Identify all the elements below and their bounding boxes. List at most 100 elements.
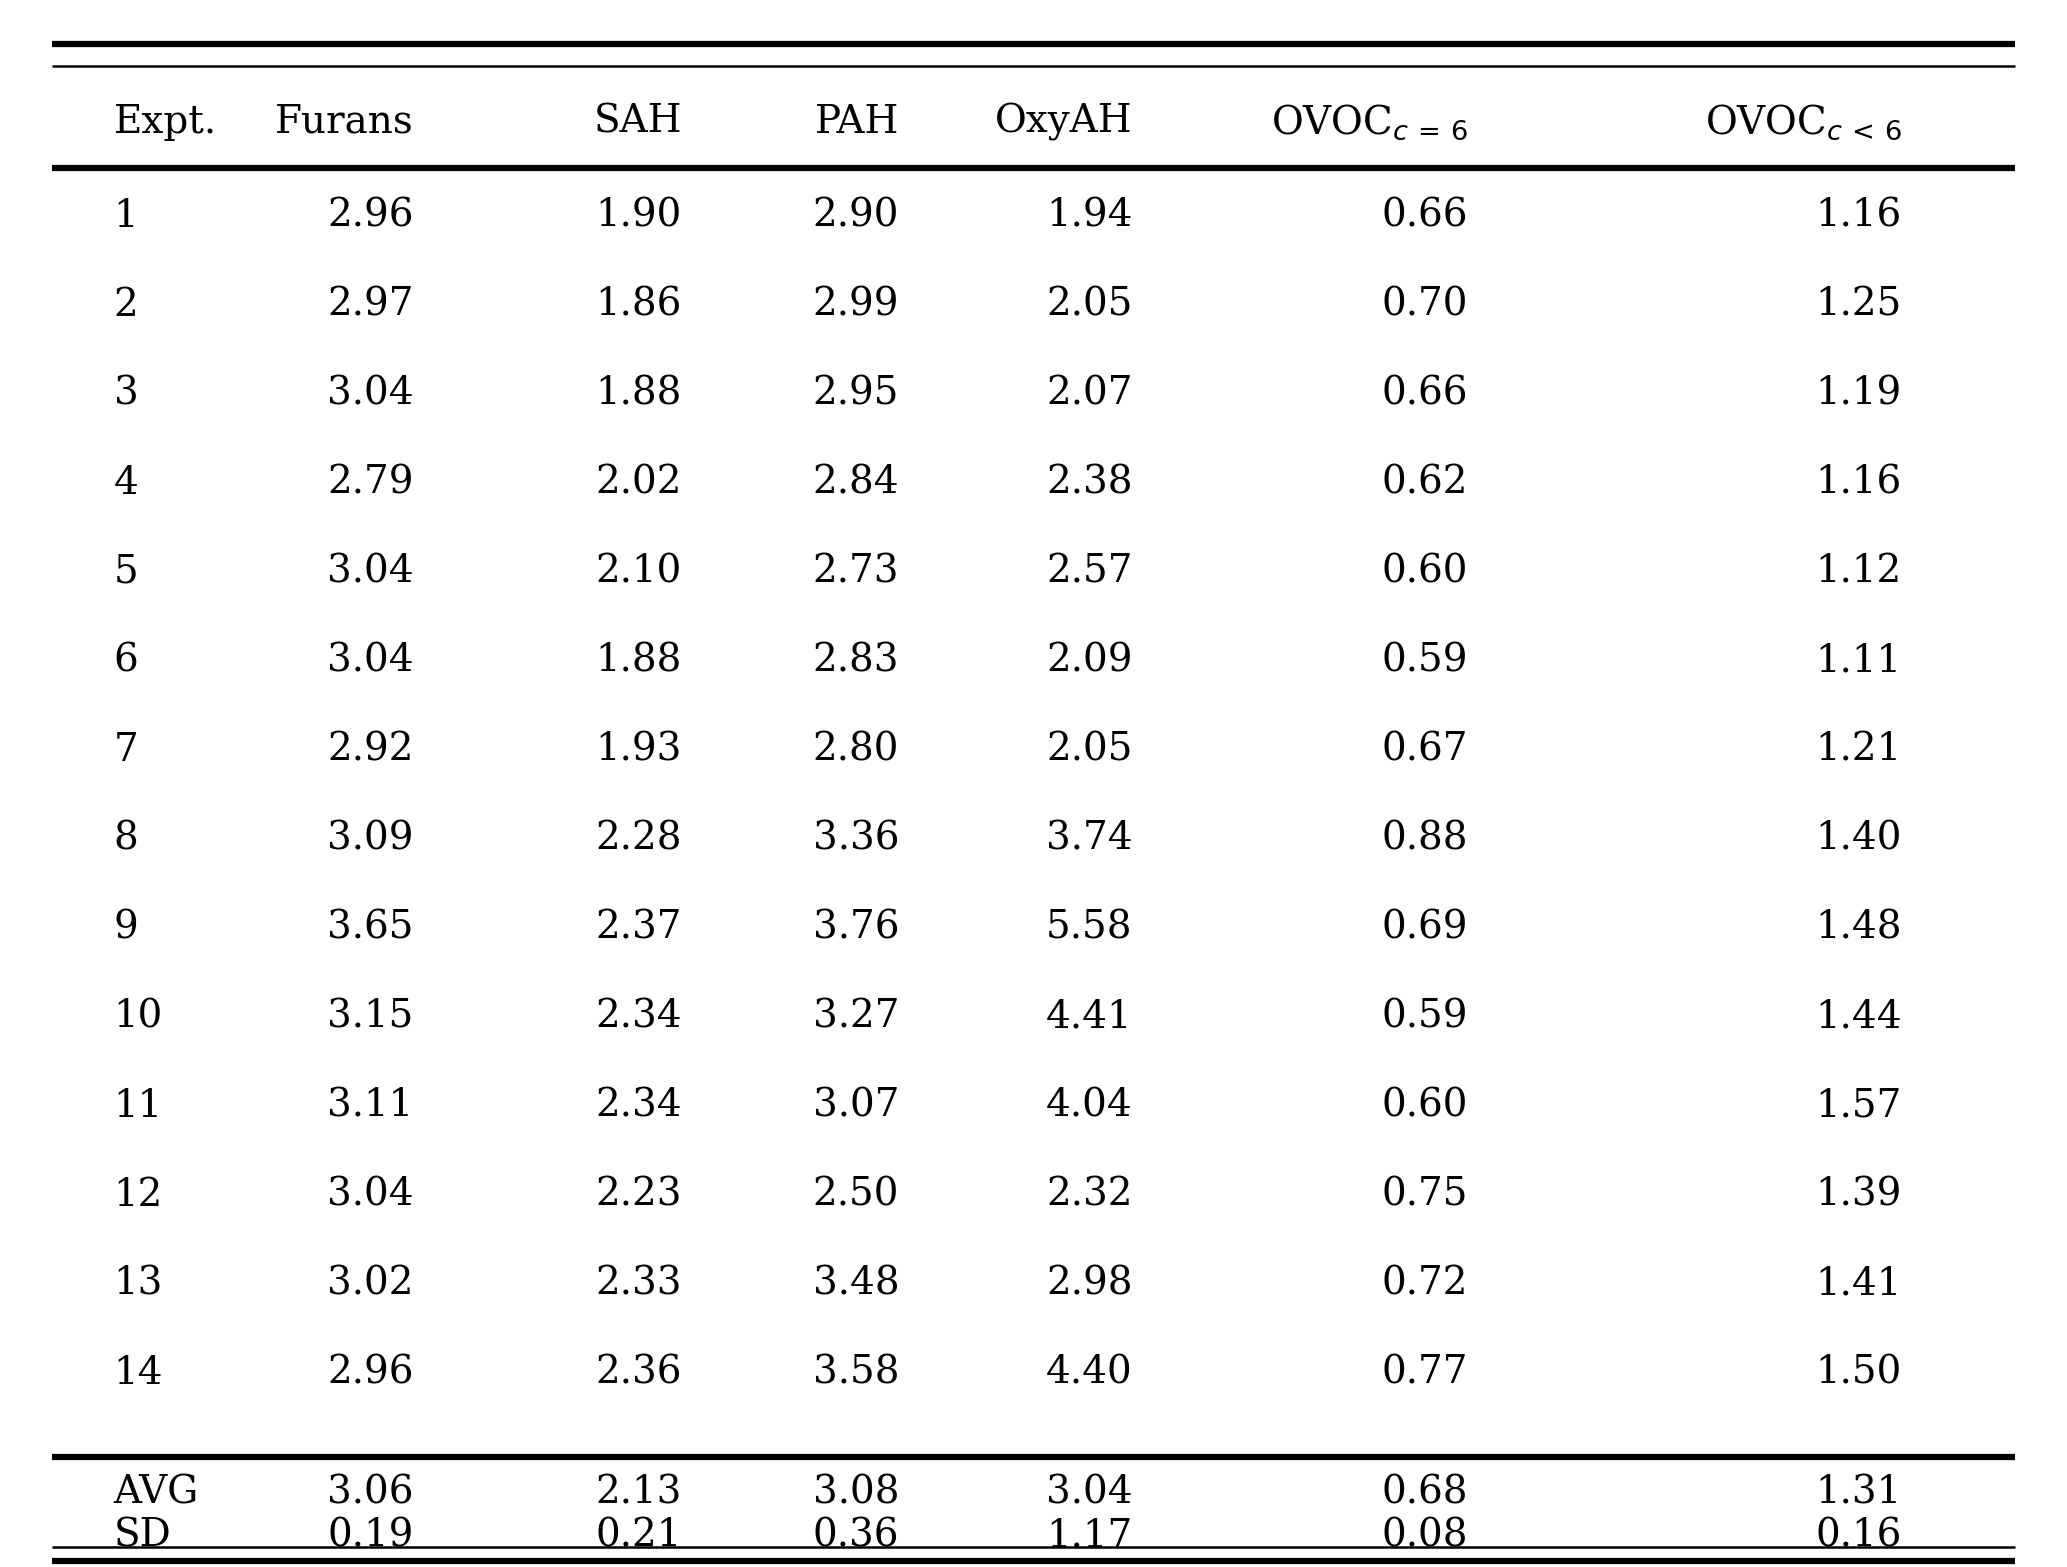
Text: 2.38: 2.38 — [1046, 465, 1133, 501]
Text: 1.88: 1.88 — [595, 376, 682, 412]
Text: 14: 14 — [114, 1355, 163, 1391]
Text: 1.16: 1.16 — [1815, 465, 1902, 501]
Text: 0.59: 0.59 — [1381, 642, 1468, 680]
Text: 2.13: 2.13 — [595, 1475, 682, 1512]
Text: 2.73: 2.73 — [812, 553, 899, 591]
Text: 0.68: 0.68 — [1381, 1475, 1468, 1512]
Text: 2.83: 2.83 — [812, 642, 899, 680]
Text: Furans: Furans — [275, 103, 413, 141]
Text: 1.90: 1.90 — [595, 197, 682, 235]
Text: 2.99: 2.99 — [812, 287, 899, 324]
Text: 0.60: 0.60 — [1381, 1087, 1468, 1125]
Text: 0.21: 0.21 — [595, 1517, 682, 1554]
Text: 1.40: 1.40 — [1815, 821, 1902, 857]
Text: 0.72: 0.72 — [1381, 1266, 1468, 1302]
Text: 0.77: 0.77 — [1381, 1355, 1468, 1391]
Text: 2.34: 2.34 — [595, 1087, 682, 1125]
Text: 4.04: 4.04 — [1046, 1087, 1133, 1125]
Text: 1.39: 1.39 — [1815, 1177, 1902, 1214]
Text: 3.08: 3.08 — [812, 1475, 899, 1512]
Text: 6: 6 — [114, 642, 138, 680]
Text: 3.36: 3.36 — [812, 821, 899, 857]
Text: 7: 7 — [114, 732, 138, 769]
Text: 0.66: 0.66 — [1381, 197, 1468, 235]
Text: 0.19: 0.19 — [327, 1517, 413, 1554]
Text: 4.41: 4.41 — [1046, 998, 1133, 1036]
Text: 0.67: 0.67 — [1381, 732, 1468, 769]
Text: SD: SD — [114, 1517, 172, 1554]
Text: 1.25: 1.25 — [1815, 287, 1902, 324]
Text: 9: 9 — [114, 910, 138, 946]
Text: 1.19: 1.19 — [1815, 376, 1902, 412]
Text: 12: 12 — [114, 1177, 163, 1214]
Text: 0.16: 0.16 — [1815, 1517, 1902, 1554]
Text: 1.41: 1.41 — [1815, 1266, 1902, 1302]
Text: 2.96: 2.96 — [327, 197, 413, 235]
Text: 2.33: 2.33 — [595, 1266, 682, 1302]
Text: AVG: AVG — [114, 1475, 198, 1512]
Text: 1.86: 1.86 — [595, 287, 682, 324]
Text: 11: 11 — [114, 1087, 163, 1125]
Text: 4: 4 — [114, 465, 138, 501]
Text: 1.16: 1.16 — [1815, 197, 1902, 235]
Text: 2.98: 2.98 — [1046, 1266, 1133, 1302]
Text: 3.11: 3.11 — [327, 1087, 413, 1125]
Text: 3.74: 3.74 — [1046, 821, 1133, 857]
Text: 3.65: 3.65 — [327, 910, 413, 946]
Text: 2.37: 2.37 — [595, 910, 682, 946]
Text: 2: 2 — [114, 287, 138, 324]
Text: OVOC$_{c\,<\,6}$: OVOC$_{c\,<\,6}$ — [1705, 102, 1902, 143]
Text: 2.96: 2.96 — [327, 1355, 413, 1391]
Text: 3: 3 — [114, 376, 138, 412]
Text: OVOC$_{c\,=\,6}$: OVOC$_{c\,=\,6}$ — [1271, 102, 1468, 143]
Text: 3.58: 3.58 — [812, 1355, 899, 1391]
Text: 10: 10 — [114, 998, 163, 1036]
Text: 0.36: 0.36 — [812, 1517, 899, 1554]
Text: 0.62: 0.62 — [1381, 465, 1468, 501]
Text: 13: 13 — [114, 1266, 163, 1302]
Text: 2.02: 2.02 — [595, 465, 682, 501]
Text: 3.02: 3.02 — [327, 1266, 413, 1302]
Text: 2.50: 2.50 — [812, 1177, 899, 1214]
Text: 3.06: 3.06 — [327, 1475, 413, 1512]
Text: 1.88: 1.88 — [595, 642, 682, 680]
Text: 2.36: 2.36 — [595, 1355, 682, 1391]
Text: 4.40: 4.40 — [1046, 1355, 1133, 1391]
Text: 1: 1 — [114, 197, 138, 235]
Text: 0.69: 0.69 — [1381, 910, 1468, 946]
Text: 1.93: 1.93 — [595, 732, 682, 769]
Text: 3.04: 3.04 — [327, 553, 413, 591]
Text: 3.07: 3.07 — [812, 1087, 899, 1125]
Text: 2.05: 2.05 — [1046, 287, 1133, 324]
Text: 2.10: 2.10 — [595, 553, 682, 591]
Text: 1.17: 1.17 — [1046, 1517, 1133, 1554]
Text: 1.57: 1.57 — [1815, 1087, 1902, 1125]
Text: 3.27: 3.27 — [812, 998, 899, 1036]
Text: 2.80: 2.80 — [812, 732, 899, 769]
Text: 1.21: 1.21 — [1815, 732, 1902, 769]
Text: 1.94: 1.94 — [1046, 197, 1133, 235]
Text: 5.58: 5.58 — [1046, 910, 1133, 946]
Text: 1.31: 1.31 — [1815, 1475, 1902, 1512]
Text: 2.32: 2.32 — [1046, 1177, 1133, 1214]
Text: PAH: PAH — [814, 103, 899, 141]
Text: 3.04: 3.04 — [1046, 1475, 1133, 1512]
Text: 0.88: 0.88 — [1381, 821, 1468, 857]
Text: 0.59: 0.59 — [1381, 998, 1468, 1036]
Text: 8: 8 — [114, 821, 138, 857]
Text: 2.84: 2.84 — [812, 465, 899, 501]
Text: 0.70: 0.70 — [1381, 287, 1468, 324]
Text: 3.04: 3.04 — [327, 642, 413, 680]
Text: 2.23: 2.23 — [595, 1177, 682, 1214]
Text: 2.90: 2.90 — [812, 197, 899, 235]
Text: 1.50: 1.50 — [1815, 1355, 1902, 1391]
Text: 1.44: 1.44 — [1815, 998, 1902, 1036]
Text: 0.08: 0.08 — [1381, 1517, 1468, 1554]
Text: 5: 5 — [114, 553, 138, 591]
Text: 3.04: 3.04 — [327, 1177, 413, 1214]
Text: 2.92: 2.92 — [327, 732, 413, 769]
Text: 3.15: 3.15 — [327, 998, 413, 1036]
Text: 3.09: 3.09 — [327, 821, 413, 857]
Text: 2.07: 2.07 — [1046, 376, 1133, 412]
Text: 1.11: 1.11 — [1815, 642, 1902, 680]
